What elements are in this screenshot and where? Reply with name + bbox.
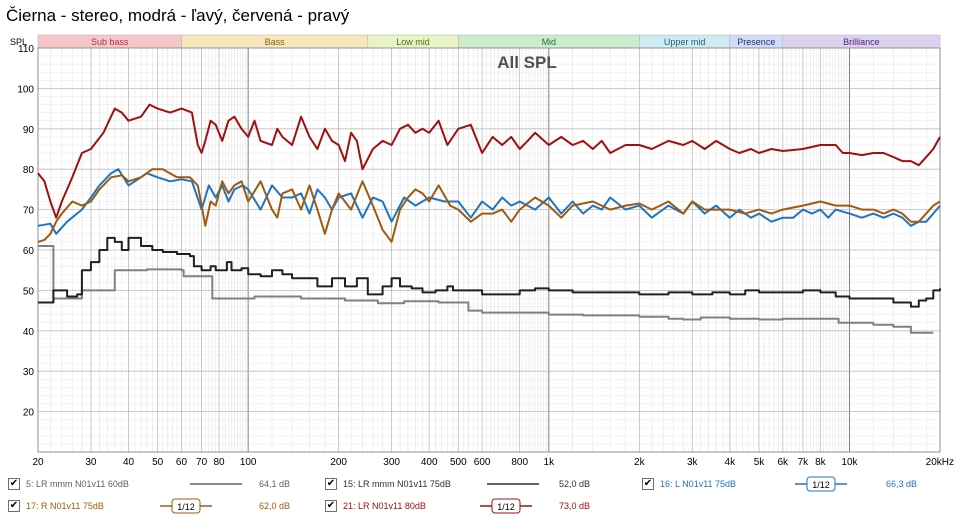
x-tick-label: 800 [511, 457, 528, 468]
band-label: Presence [737, 37, 775, 47]
y-tick-label: 110 [18, 44, 34, 55]
series-line-0 [38, 245, 934, 334]
legend-swatch: 1/12 [160, 498, 212, 514]
y-tick-label: 100 [17, 84, 34, 95]
smoothing-box [171, 498, 201, 514]
x-tick-label: 60 [176, 457, 188, 468]
series-line-4 [37, 103, 941, 219]
x-tick-label: 5k [754, 457, 766, 468]
legend-checkbox[interactable]: ✔ [325, 478, 337, 490]
x-tick-label: 6k [778, 457, 790, 468]
y-tick-label: 40 [23, 327, 35, 338]
x-tick-label: 30 [85, 457, 97, 468]
y-tick-label: 70 [23, 206, 35, 217]
x-tick-label: 50 [152, 457, 164, 468]
x-tick-label: 20kHz [926, 457, 954, 468]
x-tick-label: 600 [474, 457, 491, 468]
x-tick-label: 500 [450, 457, 467, 468]
y-tick-label: 50 [23, 286, 35, 297]
x-tick-label: 2k [634, 457, 646, 468]
series-line-3 [37, 168, 941, 243]
legend-label: 15: LR mmm N01v11 75dB [343, 479, 451, 489]
legend-swatch: 1/12 [480, 498, 532, 514]
legend-checkbox[interactable]: ✔ [325, 500, 337, 512]
legend-checkbox[interactable]: ✔ [8, 478, 20, 490]
x-tick-label: 40 [123, 457, 135, 468]
band-label: Low mid [396, 37, 430, 47]
band-label: Sub bass [91, 37, 129, 47]
x-tick-label: 400 [421, 457, 438, 468]
window-title: Čierna - stereo, modrá - ľavý, červená -… [6, 6, 350, 25]
legend-label: 5: LR mmm N01v11 60dB [26, 479, 129, 489]
legend-value: 64,1 dB [258, 479, 290, 489]
legend-label: 16: L N01v11 75dB [660, 479, 737, 489]
legend-value: 52,0 dB [558, 479, 590, 489]
x-tick-label: 300 [383, 457, 400, 468]
smoothing-box [491, 498, 521, 514]
y-tick-label: 90 [23, 125, 35, 136]
legend-value: 66,3 dB [885, 479, 917, 489]
legend-swatch [190, 483, 242, 485]
smoothing-label: 1/12 [497, 502, 515, 512]
x-tick-label: 70 [196, 457, 208, 468]
series-line-2 [37, 168, 941, 235]
x-tick-label: 1k [544, 457, 556, 468]
y-axis-label: SPL [10, 37, 27, 47]
x-tick-label: 80 [213, 457, 225, 468]
legend-checkbox[interactable]: ✔ [642, 478, 654, 490]
x-tick-label: 8k [815, 457, 827, 468]
legend-swatch: 1/12 [795, 476, 847, 492]
legend-label: 21: LR N01v11 80dB [343, 501, 426, 511]
x-tick-label: 3k [687, 457, 699, 468]
legend-swatch [487, 483, 539, 485]
series-line-1 [38, 236, 941, 308]
x-tick-label: 7k [798, 457, 810, 468]
legend-value: 62,0 dB [258, 501, 290, 511]
x-tick-label: 10k [841, 457, 858, 468]
plot-border [37, 47, 941, 453]
y-tick-label: 30 [23, 367, 35, 378]
smoothing-box [806, 476, 836, 492]
smoothing-label: 1/12 [812, 480, 830, 490]
x-tick-label: 4k [725, 457, 737, 468]
x-tick-label: 20 [32, 457, 44, 468]
chart-title: All SPL [497, 53, 557, 72]
band-label: Brilliance [843, 37, 880, 47]
band-label: Bass [265, 37, 286, 47]
legend-value: 73,0 dB [558, 501, 590, 511]
x-tick-label: 100 [240, 457, 257, 468]
y-tick-label: 60 [23, 246, 35, 257]
band-label: Upper mid [664, 37, 706, 47]
y-tick-label: 20 [23, 408, 35, 419]
legend-checkbox[interactable]: ✔ [8, 500, 20, 512]
smoothing-label: 1/12 [177, 502, 195, 512]
x-tick-label: 200 [330, 457, 347, 468]
band-label: Mid [542, 37, 557, 47]
y-tick-label: 80 [23, 165, 35, 176]
legend-label: 17: R N01v11 75dB [26, 501, 104, 511]
